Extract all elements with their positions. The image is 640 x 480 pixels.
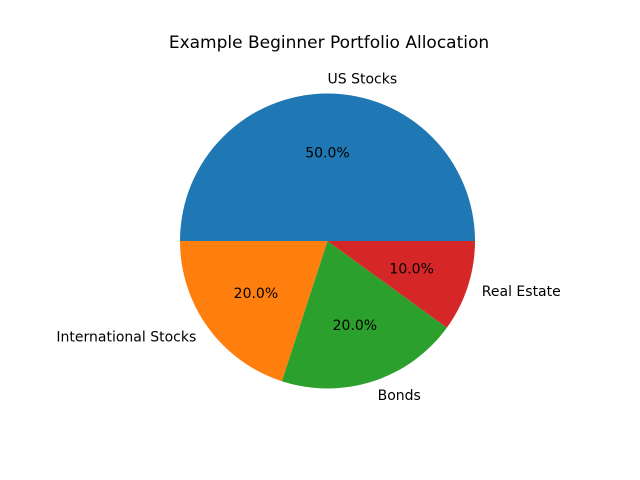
- pct-label-real-estate: 10.0%: [389, 261, 433, 277]
- pie-slice-bonds: [281, 241, 447, 389]
- slice-label-real-estate: Real Estate: [482, 284, 561, 300]
- pie-slice-international-stocks: [180, 241, 328, 382]
- chart-title: Example Beginner Portfolio Allocation: [168, 33, 490, 53]
- pct-label-us-stocks: 50.0%: [305, 145, 349, 161]
- pie-slice-us-stocks: [180, 93, 475, 241]
- slice-label-bonds: Bonds: [378, 388, 421, 404]
- pct-label-international-stocks: 20.0%: [234, 286, 278, 302]
- pct-label-bonds: 20.0%: [333, 318, 377, 334]
- pie-slice-real-estate: [327, 241, 475, 328]
- slice-label-us-stocks: US Stocks: [328, 72, 398, 88]
- slice-label-international-stocks: International Stocks: [56, 329, 196, 345]
